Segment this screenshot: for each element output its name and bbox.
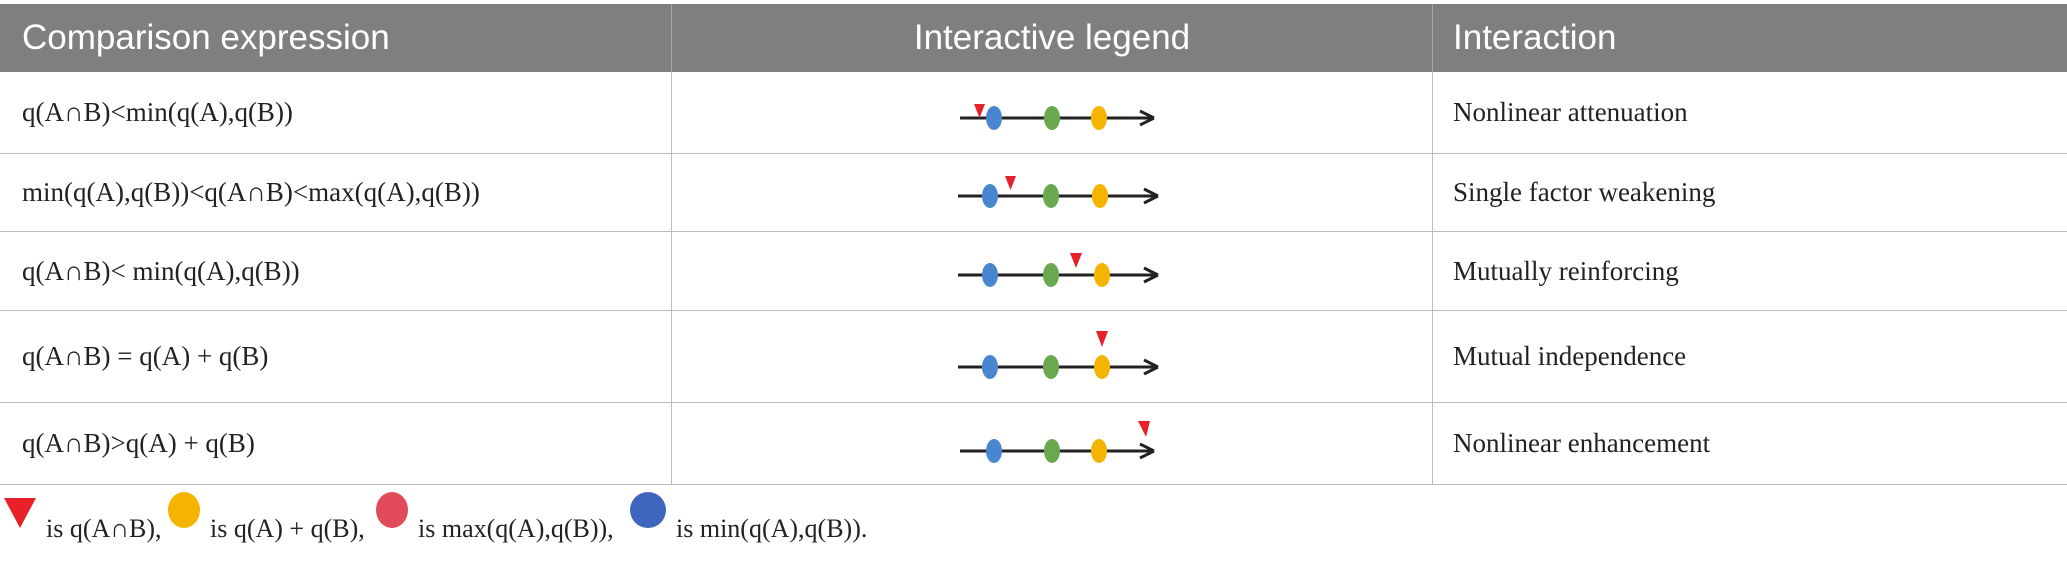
green-dot — [1044, 438, 1060, 463]
triangle-marker — [1005, 175, 1016, 190]
triangle-marker — [1096, 330, 1108, 347]
yellow-dot — [1094, 262, 1110, 287]
green-dot — [1044, 105, 1060, 130]
header-interactive-legend: Interactive legend — [672, 4, 1433, 72]
legend-cell — [672, 154, 1433, 231]
blue-text: is min(q(A),q(B)). — [676, 514, 868, 543]
triangle-icon — [4, 498, 36, 528]
expression-cell: min(q(A),q(B))<q(A∩B)<max(q(A),q(B)) — [0, 154, 672, 231]
blue-dot — [986, 105, 1002, 130]
yellow-dot — [1094, 354, 1110, 379]
arrow-head — [1143, 266, 1159, 283]
red-text: is max(q(A),q(B)), — [418, 514, 614, 543]
triangle-text: is q(A∩B), — [46, 514, 162, 543]
arrow-head — [1143, 187, 1159, 204]
table-row: min(q(A),q(B))<q(A∩B)<max(q(A),q(B)) Sin… — [0, 154, 2067, 232]
blue-dot — [982, 183, 998, 208]
green-dot — [1043, 183, 1059, 208]
header-comparison-expression: Comparison expression — [0, 4, 672, 72]
triangle-marker — [1070, 252, 1082, 268]
expression-cell: q(A∩B)>q(A) + q(B) — [0, 403, 672, 484]
blue-dot — [986, 438, 1002, 463]
legend-cell — [672, 232, 1433, 310]
yellow-dot — [1091, 438, 1107, 463]
interaction-table: Comparison expression Interactive legend… — [0, 4, 2067, 485]
interaction-cell: Single factor weakening — [1453, 177, 1716, 207]
red-dot-icon — [376, 492, 408, 528]
legend-diagram — [958, 175, 1159, 208]
green-dot — [1043, 354, 1059, 379]
arrow-head — [1143, 358, 1159, 375]
expression-cell: q(A∩B)< min(q(A),q(B)) — [0, 232, 672, 310]
arrow-head — [1139, 109, 1155, 126]
interaction-cell: Nonlinear enhancement — [1453, 428, 1711, 458]
table-row: q(A∩B) = q(A) + q(B) Mutual independence — [0, 311, 2067, 403]
table-row: q(A∩B)>q(A) + q(B) Nonlinear enhancement — [0, 403, 2067, 485]
yellow-dot — [1091, 105, 1107, 130]
expression-cell: q(A∩B)<min(q(A),q(B)) — [0, 72, 672, 153]
legend-footnote: is q(A∩B), is q(A) + q(B), is max(q(A),q… — [0, 490, 2067, 550]
triangle-marker — [974, 103, 985, 118]
table-header: Comparison expression Interactive legend… — [0, 4, 2067, 72]
green-dot — [1043, 262, 1059, 287]
legend-diagram — [960, 103, 1155, 130]
blue-dot — [982, 354, 998, 379]
yellow-text: is q(A) + q(B), — [210, 514, 365, 543]
interaction-cell: Mutual independence — [1453, 341, 1687, 371]
legend-diagram — [958, 252, 1159, 287]
legend-cell — [672, 72, 1433, 153]
interaction-cell: Mutually reinforcing — [1453, 255, 1679, 286]
legend-diagram — [958, 330, 1159, 379]
table-row: q(A∩B)<min(q(A),q(B)) Nonlinear attenuat… — [0, 72, 2067, 154]
legend-cell — [672, 403, 1433, 484]
header-interaction: Interaction — [1453, 18, 1617, 57]
blue-dot-icon — [630, 492, 666, 528]
legend-diagram — [960, 420, 1155, 463]
table-row: q(A∩B)< min(q(A),q(B)) Mutually reinforc… — [0, 232, 2067, 311]
yellow-dot-icon — [168, 492, 200, 528]
blue-dot — [982, 262, 998, 287]
arrow-head — [1139, 442, 1155, 459]
triangle-marker — [1138, 420, 1150, 437]
legend-cell — [672, 311, 1433, 402]
interaction-cell: Nonlinear attenuation — [1453, 97, 1688, 127]
yellow-dot — [1092, 183, 1108, 208]
expression-cell: q(A∩B) = q(A) + q(B) — [0, 311, 672, 402]
